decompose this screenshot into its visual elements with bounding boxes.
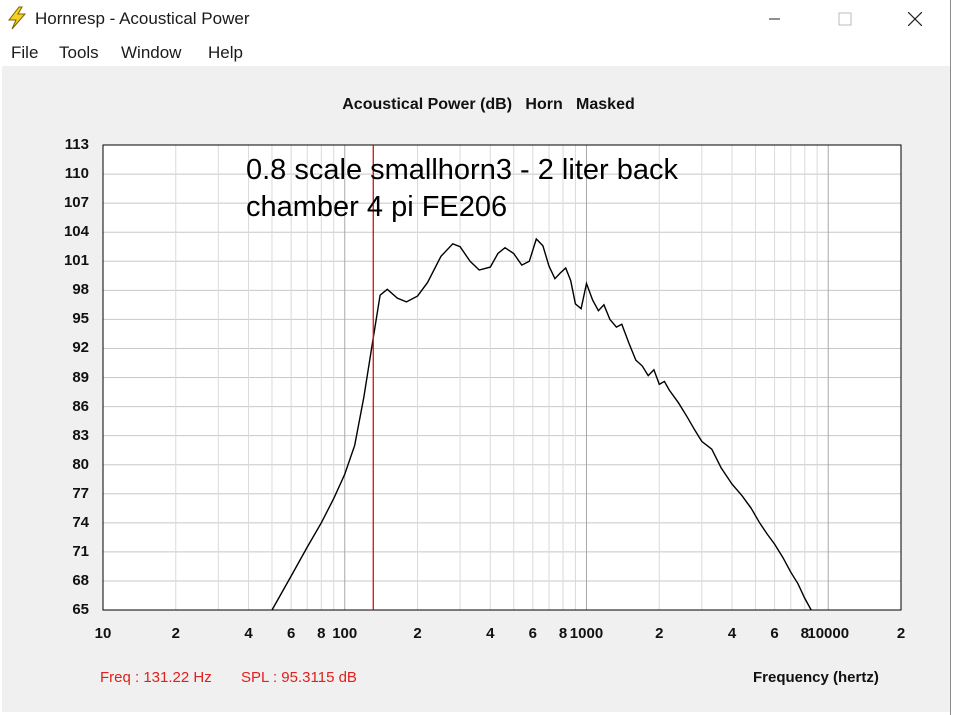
minimize-button[interactable] <box>752 0 798 38</box>
y-tick-label: 92 <box>72 339 89 357</box>
x-tick-label: 6 <box>770 625 779 642</box>
x-axis-label: Frequency (hertz) <box>753 669 879 686</box>
menu-tools[interactable]: Tools <box>59 43 99 62</box>
window-border <box>950 0 951 715</box>
menu-window[interactable]: Window <box>121 43 182 62</box>
x-tick-label: 2 <box>413 625 422 642</box>
y-tick-label: 71 <box>72 542 89 560</box>
x-tick-label: 6 <box>286 625 296 642</box>
close-icon <box>908 12 922 26</box>
x-tick-label: 10 <box>94 625 112 642</box>
chart-title: Acoustical Power (dB) Horn Masked <box>342 96 635 113</box>
y-tick-label: 65 <box>72 601 89 618</box>
x-tick-label: 4 <box>486 625 495 642</box>
status-spl: SPL : 95.3115 dB <box>241 669 357 686</box>
chart-annotation: 0.8 scale smallhorn3 - 2 liter back cham… <box>246 152 766 226</box>
x-tick-label: 2 <box>655 625 664 642</box>
y-tick-label: 86 <box>72 397 89 415</box>
menu-help[interactable]: Help <box>208 43 243 62</box>
y-tick-label: 104 <box>63 223 89 241</box>
y-tick-label: 83 <box>72 426 89 444</box>
maximize-icon <box>838 12 852 26</box>
y-tick-label: 77 <box>72 484 89 502</box>
x-tick-label: 4 <box>727 625 737 642</box>
window-title: Hornresp - Acoustical Power <box>35 9 250 28</box>
x-tick-label: 2 <box>896 625 906 642</box>
title-bar: Hornresp - Acoustical Power <box>0 0 950 38</box>
y-tick-label: 89 <box>72 368 89 386</box>
y-tick-label: 107 <box>63 194 89 212</box>
menu-file[interactable]: File <box>11 43 39 62</box>
y-tick-label: 101 <box>63 252 89 270</box>
menu-bar: File Tools Window Help <box>0 38 950 66</box>
x-tick-label: 4 <box>244 625 253 642</box>
y-tick-label: 113 <box>64 136 89 153</box>
x-tick-label: 10000 <box>807 625 850 642</box>
lightning-bolt-icon <box>7 6 27 30</box>
x-tick-label: 8 <box>317 625 326 642</box>
x-tick-label: 100 <box>332 625 358 642</box>
x-tick-label: 8 <box>800 625 809 642</box>
annotation-line-1: 0.8 scale smallhorn3 - 2 liter back <box>246 154 678 186</box>
minimize-icon <box>769 18 780 20</box>
y-tick-label: 95 <box>72 310 89 328</box>
annotation-line-2: chamber 4 pi FE206 <box>246 191 508 223</box>
maximize-button[interactable] <box>822 0 868 38</box>
x-tick-label: 2 <box>171 625 180 642</box>
y-tick-label: 74 <box>72 513 89 531</box>
close-button[interactable] <box>892 0 938 38</box>
status-frequency: Freq : 131.22 Hz <box>100 669 212 686</box>
x-tick-label: 1000 <box>569 625 604 642</box>
y-tick-label: 98 <box>72 281 89 299</box>
x-tick-label: 8 <box>558 625 568 642</box>
x-tick-label: 6 <box>528 625 538 642</box>
y-tick-label: 110 <box>64 165 89 183</box>
y-tick-label: 80 <box>72 455 89 473</box>
y-tick-label: 68 <box>72 571 89 589</box>
